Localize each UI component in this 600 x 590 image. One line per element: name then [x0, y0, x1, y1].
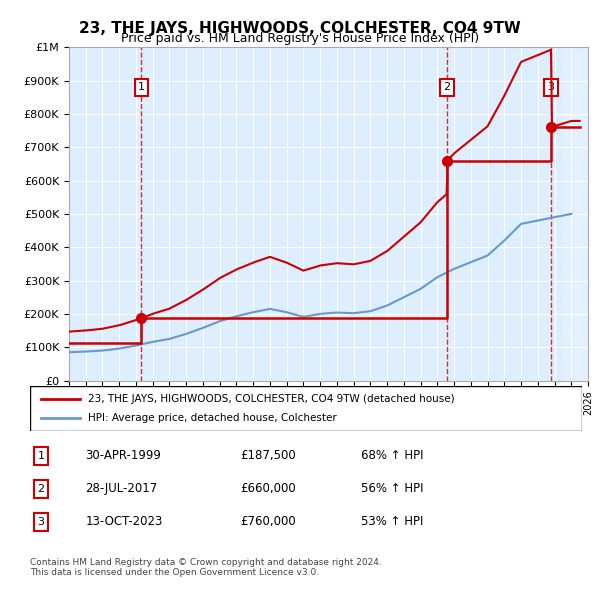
Text: £187,500: £187,500 — [240, 449, 296, 462]
FancyBboxPatch shape — [30, 386, 582, 431]
Text: 2: 2 — [37, 484, 44, 494]
Text: 3: 3 — [38, 517, 44, 527]
Text: £660,000: £660,000 — [240, 482, 296, 496]
Text: 68% ↑ HPI: 68% ↑ HPI — [361, 449, 424, 462]
Text: This data is licensed under the Open Government Licence v3.0.: This data is licensed under the Open Gov… — [30, 568, 319, 577]
Text: 1: 1 — [38, 451, 44, 461]
Text: 56% ↑ HPI: 56% ↑ HPI — [361, 482, 424, 496]
Text: HPI: Average price, detached house, Colchester: HPI: Average price, detached house, Colc… — [88, 414, 337, 423]
Text: 1: 1 — [138, 82, 145, 92]
Bar — [563, 47, 588, 381]
Text: 30-APR-1999: 30-APR-1999 — [85, 449, 161, 462]
Text: Contains HM Land Registry data © Crown copyright and database right 2024.: Contains HM Land Registry data © Crown c… — [30, 558, 382, 566]
Text: 2: 2 — [443, 82, 451, 92]
Text: 3: 3 — [548, 82, 554, 92]
Text: 13-OCT-2023: 13-OCT-2023 — [85, 516, 163, 529]
Text: 23, THE JAYS, HIGHWOODS, COLCHESTER, CO4 9TW: 23, THE JAYS, HIGHWOODS, COLCHESTER, CO4… — [79, 21, 521, 35]
Text: Price paid vs. HM Land Registry's House Price Index (HPI): Price paid vs. HM Land Registry's House … — [121, 32, 479, 45]
Text: £760,000: £760,000 — [240, 516, 296, 529]
Text: 53% ↑ HPI: 53% ↑ HPI — [361, 516, 424, 529]
Text: 28-JUL-2017: 28-JUL-2017 — [85, 482, 157, 496]
Text: 23, THE JAYS, HIGHWOODS, COLCHESTER, CO4 9TW (detached house): 23, THE JAYS, HIGHWOODS, COLCHESTER, CO4… — [88, 394, 455, 404]
